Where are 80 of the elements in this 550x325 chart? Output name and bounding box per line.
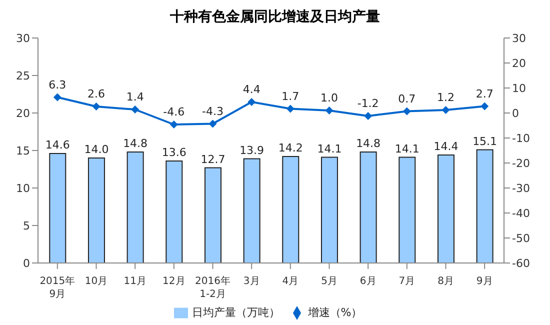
point — [364, 112, 372, 120]
bar — [88, 158, 105, 263]
data-label: 2.6 — [88, 88, 105, 100]
data-label: 1.7 — [282, 90, 300, 103]
point — [92, 102, 100, 110]
point — [442, 106, 450, 114]
data-label: 2.7 — [476, 87, 494, 100]
point — [248, 98, 256, 106]
data-label: 13.9 — [240, 144, 264, 157]
point — [170, 120, 178, 128]
data-label: 6.3 — [48, 78, 66, 92]
x-tick-label: 6月 — [360, 276, 376, 287]
legend-label: 增速（%） — [308, 306, 362, 319]
data-label: 14.4 — [434, 140, 458, 153]
x-tick-label: 2016年 1-2月 — [195, 275, 230, 300]
x-tick-label: 2015年 9月 — [40, 275, 76, 300]
y2-tick-label: -50 — [512, 232, 530, 245]
point — [208, 120, 217, 128]
data-label: -4.6 — [163, 106, 185, 118]
x-tick-label: 9月 — [476, 276, 493, 287]
point — [325, 106, 334, 114]
data-label: 14.1 — [394, 142, 420, 156]
data-label: -1.2 — [357, 97, 379, 110]
point — [286, 104, 294, 113]
data-label: 14.8 — [356, 137, 381, 150]
y-tick-label: 30 — [16, 32, 30, 45]
bar — [476, 149, 494, 263]
data-label: 12.7 — [200, 152, 226, 166]
x-tick-label: 4月 — [282, 276, 299, 287]
data-label: 1.2 — [437, 91, 454, 104]
x-tick-label: 8月 — [438, 276, 454, 287]
y2-tick-label: 30 — [512, 32, 526, 45]
point — [480, 102, 489, 110]
data-label: 13.6 — [162, 146, 186, 159]
x-tick-label: 7月 — [398, 276, 416, 287]
bar — [204, 167, 222, 263]
data-label: 14.2 — [278, 142, 303, 154]
data-label: 14.8 — [123, 137, 148, 150]
y-tick-label: 15 — [16, 144, 30, 158]
point — [402, 107, 411, 116]
bar — [320, 156, 338, 263]
y-tick-label: 10 — [16, 182, 30, 195]
data-label: 15.1 — [472, 134, 498, 148]
legend-label: 日均产量（万吨） — [192, 306, 280, 319]
data-label: 14.0 — [84, 143, 109, 156]
y2-tick-label: -40 — [512, 206, 530, 220]
y2-tick-label: 10 — [512, 82, 526, 95]
bar — [437, 154, 454, 263]
y-tick-label: 5 — [23, 219, 30, 232]
x-tick-label: 12月 — [162, 276, 186, 287]
bar — [282, 156, 300, 263]
data-label: -4.3 — [202, 104, 224, 118]
data-label: 1.4 — [126, 90, 144, 104]
chart-title: 十种有色金属同比增速及日均产量 — [169, 8, 381, 26]
y2-tick-label: 0 — [512, 106, 519, 120]
bar — [126, 152, 144, 263]
bar — [243, 158, 260, 263]
x-tick-label: 5月 — [321, 276, 338, 287]
y-tick-label: 25 — [16, 69, 30, 82]
data-label: 4.4 — [242, 83, 260, 96]
data-label: 1.0 — [320, 92, 338, 104]
data-label: 14.1 — [317, 142, 342, 156]
data-label: 14.6 — [45, 138, 70, 152]
bar — [49, 153, 66, 263]
y-tick-label: 20 — [16, 106, 30, 120]
y2-tick-label: -10 — [512, 132, 530, 145]
bar — [166, 160, 183, 263]
bar — [398, 156, 416, 263]
point — [131, 106, 140, 114]
y2-tick-label: 20 — [512, 56, 526, 70]
y-tick-label: 0 — [23, 256, 30, 270]
point — [53, 93, 62, 102]
x-tick-label: 3月 — [243, 276, 260, 287]
bar — [360, 152, 377, 263]
x-tick-label: 11月 — [124, 276, 146, 287]
x-tick-label: 10月 — [84, 276, 108, 287]
y2-tick-label: -20 — [512, 156, 530, 170]
y2-tick-label: -60 — [512, 256, 530, 270]
data-label: 0.7 — [398, 92, 416, 106]
y2-tick-label: -30 — [512, 182, 530, 195]
